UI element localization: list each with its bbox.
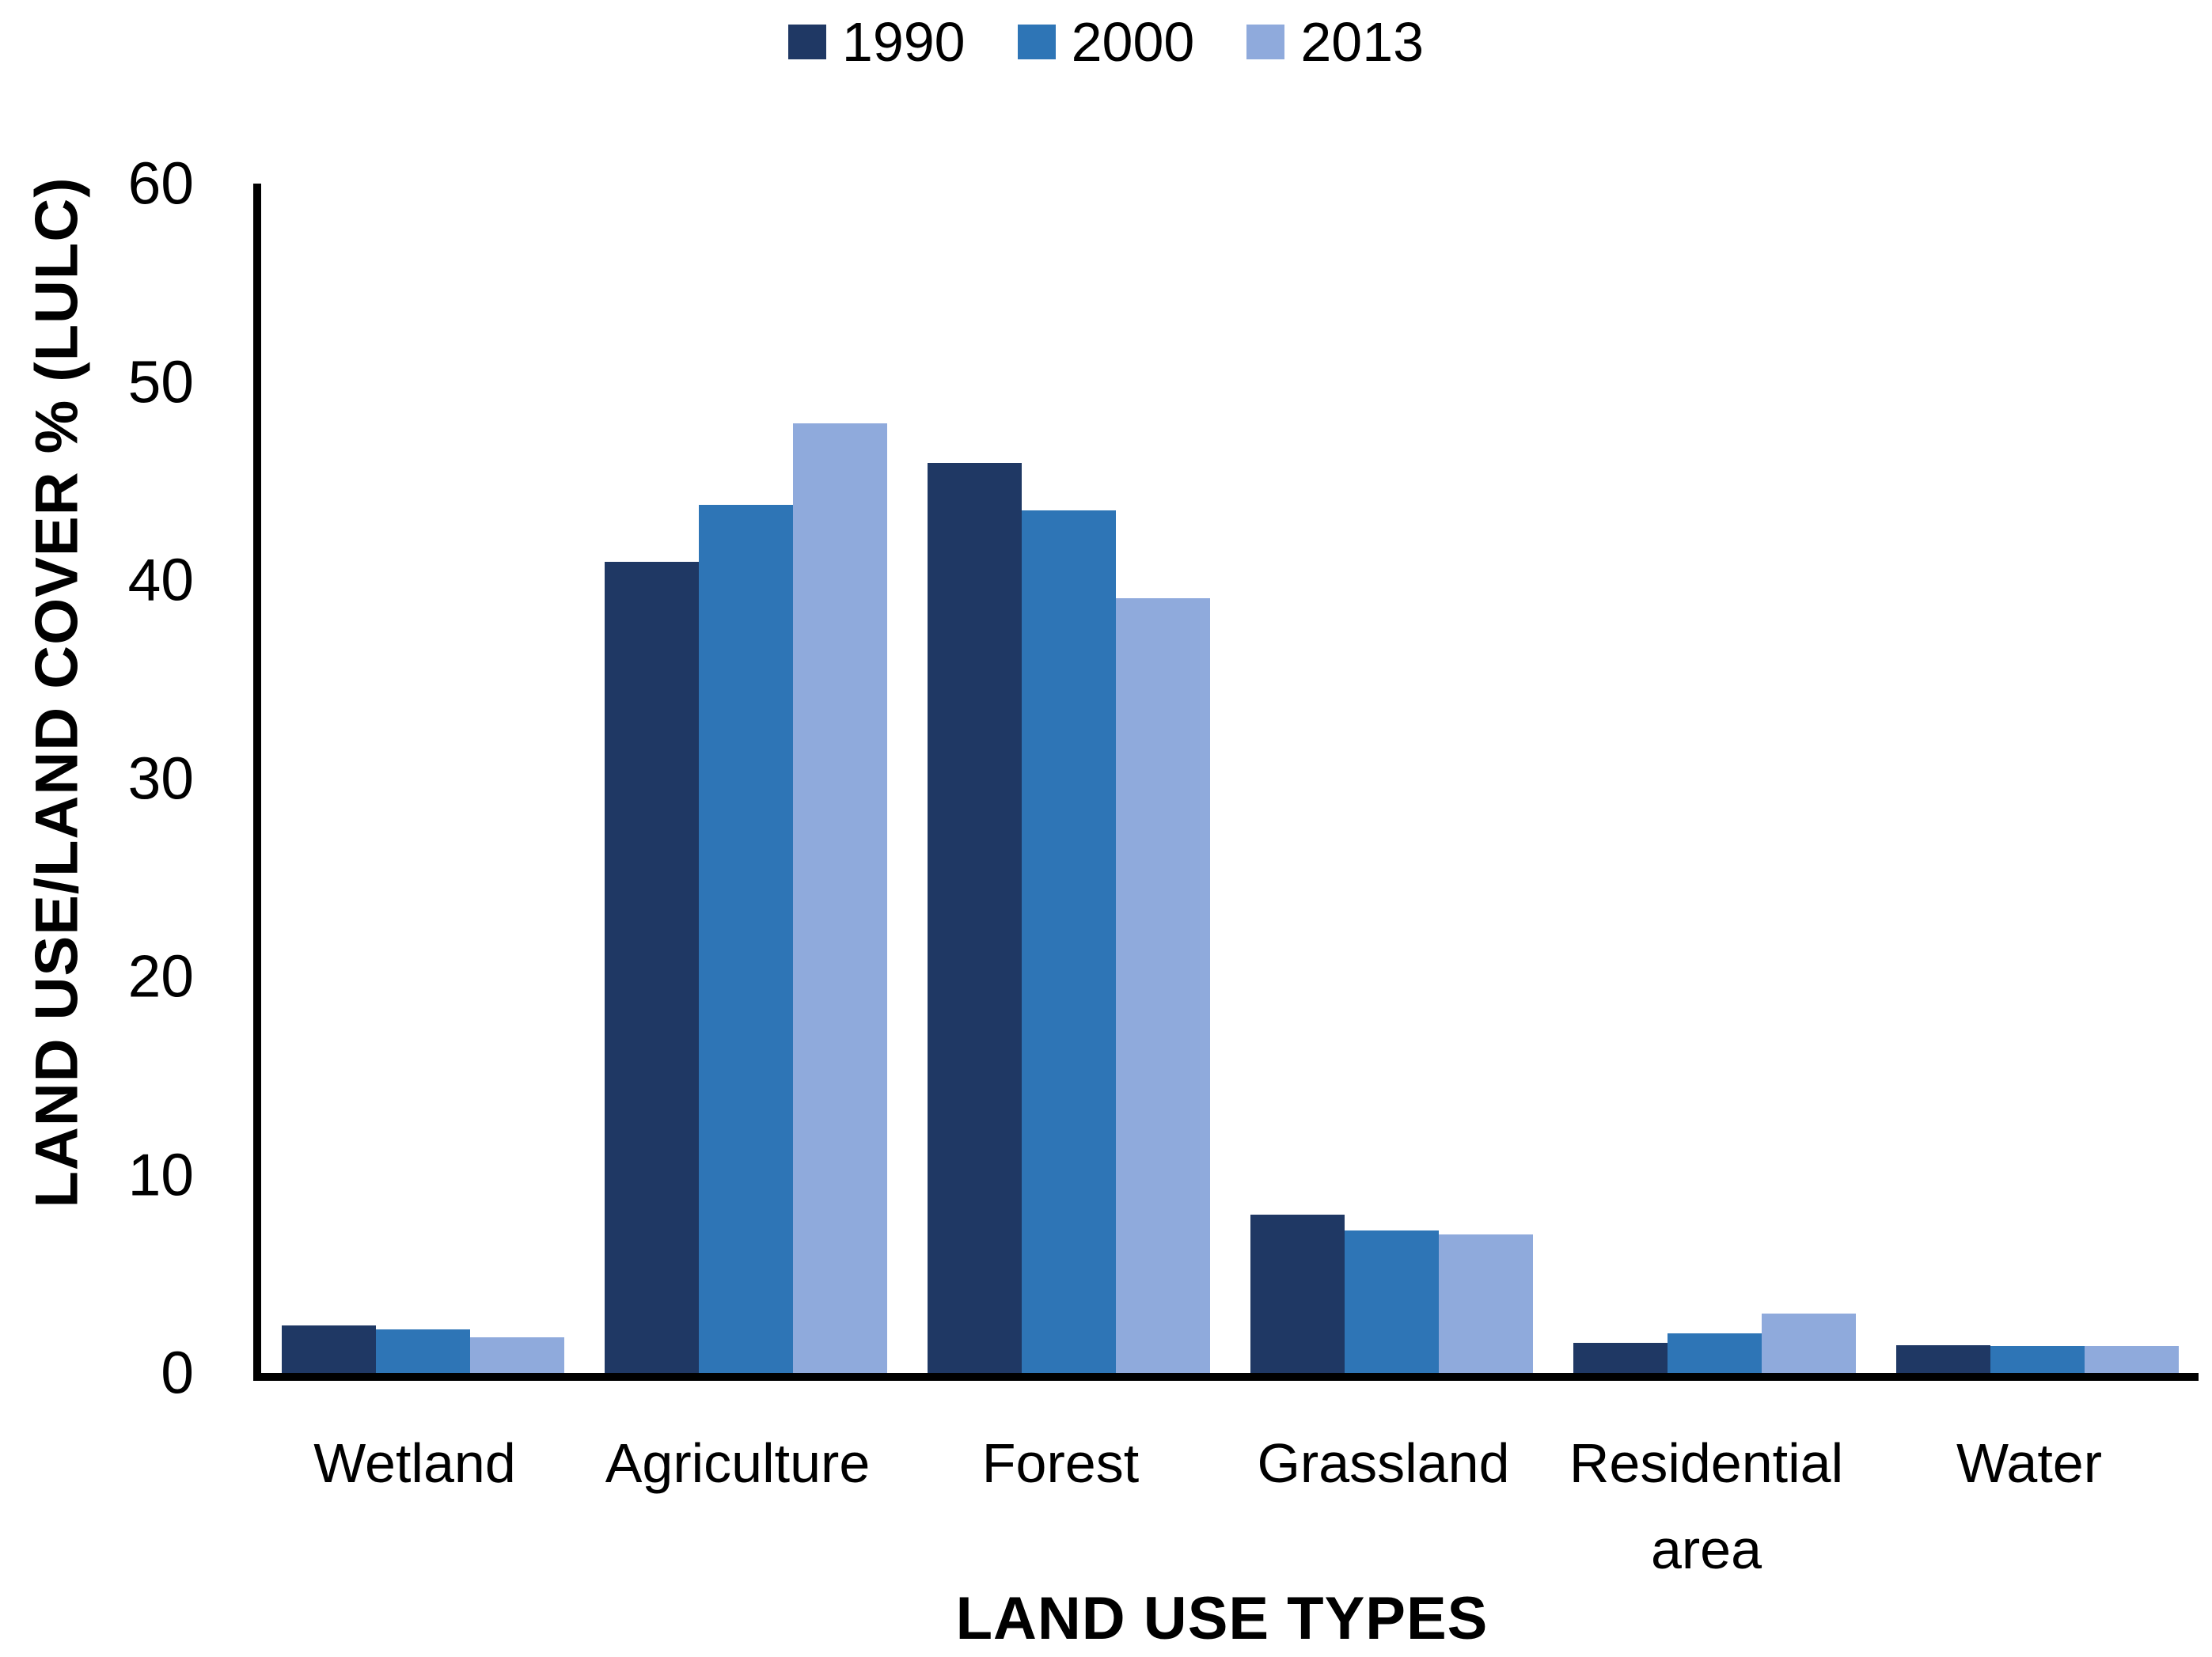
bar-wetland-2013 xyxy=(469,1337,564,1373)
legend-swatch-icon xyxy=(787,25,826,59)
bar-residential-area-2013 xyxy=(1761,1313,1856,1373)
category-label-text: Wetland xyxy=(313,1432,516,1494)
category-label-residential-area: Residential area xyxy=(1545,1420,1868,1592)
legend-item-2000: 2000 xyxy=(1017,11,1195,73)
category-label-text: Residential area xyxy=(1569,1432,1844,1580)
bar-water-2013 xyxy=(2084,1346,2179,1373)
category-label-water: Water xyxy=(1868,1420,2191,1592)
bar-residential-area-1990 xyxy=(1573,1343,1668,1373)
legend-item-1990: 1990 xyxy=(787,11,966,73)
y-tick-label-0: 0 xyxy=(161,1339,194,1406)
bar-group-agriculture xyxy=(584,184,907,1373)
bar-grassland-2000 xyxy=(1344,1230,1439,1373)
bar-forest-1990 xyxy=(927,463,1022,1373)
chart-legend: 1990 2000 2013 xyxy=(0,14,2212,70)
bar-agriculture-2000 xyxy=(698,504,793,1373)
x-axis-category-labels: Wetland Agriculture Forest Grassland Residen… xyxy=(253,1420,2191,1592)
category-label-wetland: Wetland xyxy=(253,1420,576,1592)
bar-water-1990 xyxy=(1895,1344,1990,1373)
y-tick-label-50: 50 xyxy=(127,348,194,415)
bar-group-water xyxy=(1876,184,2199,1373)
y-tick-label-60: 60 xyxy=(127,150,194,217)
y-tick-label-40: 40 xyxy=(127,546,194,613)
bar-group-forest xyxy=(907,184,1230,1373)
bar-agriculture-2013 xyxy=(792,423,887,1373)
y-tick-label-30: 30 xyxy=(127,745,194,811)
legend-swatch-icon xyxy=(1017,25,1056,59)
category-label-forest: Forest xyxy=(899,1420,1222,1592)
bar-group-wetland xyxy=(261,184,584,1373)
legend-swatch-icon xyxy=(1246,25,1285,59)
legend-label: 2013 xyxy=(1300,11,1425,73)
bar-forest-2000 xyxy=(1021,510,1116,1373)
plot-area xyxy=(253,184,2199,1381)
y-tick-label-20: 20 xyxy=(127,942,194,1010)
bar-grassland-2013 xyxy=(1438,1234,1533,1373)
bar-water-2000 xyxy=(1990,1346,2085,1373)
x-axis-title: LAND USE TYPES xyxy=(955,1585,1489,1652)
y-tick-label-10: 10 xyxy=(127,1141,194,1208)
category-label-grassland: Grassland xyxy=(1222,1420,1545,1592)
bar-wetland-2000 xyxy=(375,1329,470,1373)
category-label-agriculture: Agriculture xyxy=(576,1420,899,1592)
category-label-text: Water xyxy=(1956,1432,2103,1494)
legend-label: 2000 xyxy=(1071,11,1195,73)
bar-residential-area-2000 xyxy=(1667,1333,1762,1373)
bar-group-grassland xyxy=(1230,184,1553,1373)
bar-wetland-1990 xyxy=(281,1325,376,1373)
category-label-text: Grassland xyxy=(1257,1432,1510,1494)
legend-item-2013: 2013 xyxy=(1246,14,1424,70)
category-label-text: Agriculture xyxy=(605,1432,871,1494)
category-label-text: Forest xyxy=(981,1432,1140,1494)
bar-group-residential-area xyxy=(1553,184,1876,1373)
bar-agriculture-1990 xyxy=(604,562,699,1373)
bar-groups xyxy=(261,184,2199,1373)
y-axis-title: LAND USE/LAND COVER % (LULC) xyxy=(23,176,91,1208)
bar-grassland-1990 xyxy=(1250,1214,1345,1373)
bar-forest-2013 xyxy=(1115,597,1210,1373)
legend-label: 1990 xyxy=(841,11,966,73)
